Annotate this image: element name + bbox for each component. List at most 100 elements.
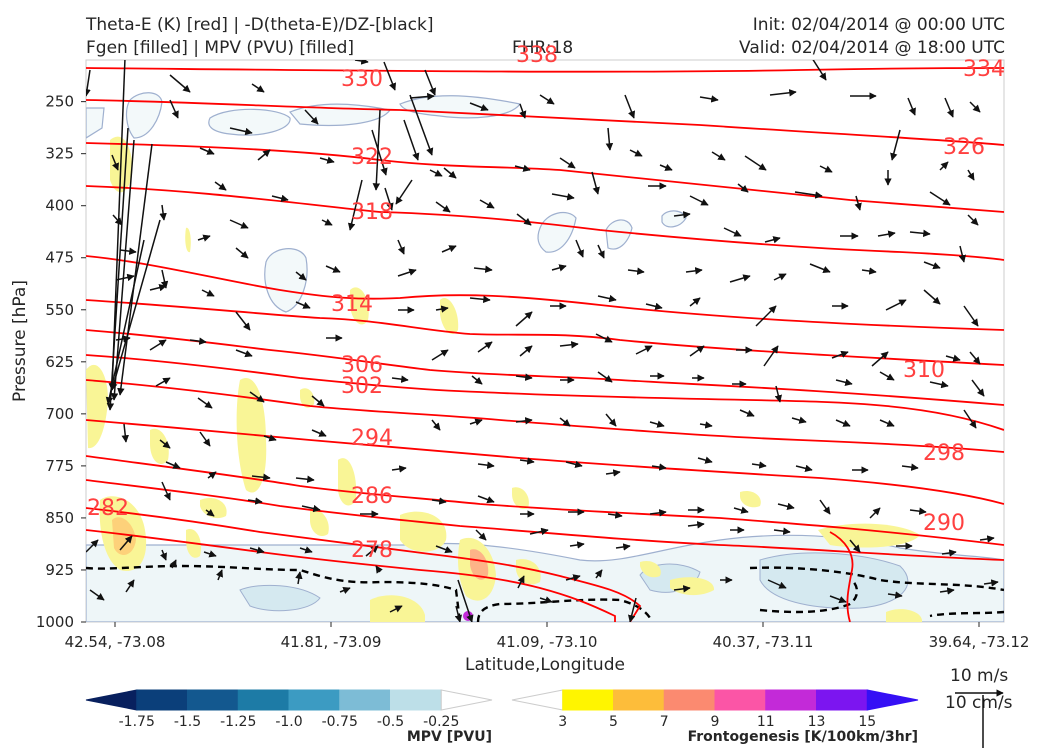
theta-e-contour <box>86 299 1004 366</box>
wind-vector <box>967 214 979 226</box>
y-tick-label: 1000 <box>36 613 74 631</box>
theta-e-contour <box>86 479 1004 561</box>
wind-vector <box>197 397 213 409</box>
mpv-colorbar: -1.75 -1.5 -1.25 -1.0 -0.75 -0.5 -0.25 <box>85 689 493 730</box>
wind-vector <box>469 418 483 426</box>
mpv-colorbar-tick: -1.5 <box>174 714 201 730</box>
wind-vector <box>339 587 351 594</box>
fgen-colorbar-swatch <box>816 689 868 711</box>
wind-vector <box>249 391 265 403</box>
wind-vector <box>733 506 749 514</box>
frontogenesis-region <box>338 458 357 506</box>
wind-vector <box>112 214 123 226</box>
fgen-colorbar-swatch <box>866 689 919 711</box>
wind-vector <box>409 94 434 156</box>
wind-vector <box>295 301 311 309</box>
wind-vector <box>607 511 623 519</box>
wind-vector <box>519 345 533 357</box>
wind-vector <box>774 385 783 403</box>
frontogenesis-region <box>886 609 922 622</box>
theta-e-label: 286 <box>351 484 393 509</box>
wind-vector <box>649 509 667 517</box>
wind-vector <box>477 341 493 353</box>
wind-vector <box>929 380 949 389</box>
wind-vector <box>519 457 535 465</box>
wind-vector <box>629 149 643 157</box>
wind-vector <box>627 267 645 275</box>
theta-e-label: 306 <box>341 353 383 378</box>
wind-vector <box>475 529 487 541</box>
wind-vector <box>699 421 713 429</box>
chart-title-line2: Fgen [filled] | MPV (PVU) [filled] <box>86 38 355 58</box>
wind-vector <box>108 60 126 391</box>
wind-vector <box>207 471 217 480</box>
fgen-colorbar-tick: 9 <box>711 714 720 730</box>
wind-vector <box>397 239 405 255</box>
wind-vector <box>649 420 665 428</box>
wind-ref-vertical-label: 10 cm/s <box>945 693 1013 713</box>
wind-vector <box>354 60 369 65</box>
theta-e-label: 294 <box>351 426 393 451</box>
stability-contour-layer <box>86 564 1004 622</box>
wind-vector <box>105 239 145 405</box>
wind-vector <box>591 171 600 195</box>
y-tick-label: 400 <box>45 197 74 215</box>
theta-e-label: 290 <box>923 511 965 536</box>
stability-contour <box>929 610 1004 618</box>
fgen-colorbar-swatch <box>562 689 614 711</box>
wind-vector <box>615 543 631 551</box>
mpv-colorbar-tick: -1.25 <box>220 714 256 730</box>
theta-e-contour <box>86 419 1004 505</box>
wind-vector <box>755 305 777 327</box>
wind-vector <box>575 239 584 258</box>
wind-vector <box>923 261 941 270</box>
theta-e-contour <box>86 185 1004 261</box>
wind-vector <box>689 297 701 307</box>
wind-vector <box>203 550 217 558</box>
wind-vector <box>697 456 713 464</box>
y-tick-label: 700 <box>45 405 74 423</box>
wind-vector <box>229 219 249 229</box>
wind-vector <box>435 545 453 554</box>
wind-vector <box>539 596 553 604</box>
mpv-region <box>759 552 909 609</box>
wind-vector <box>371 129 388 176</box>
fgen-colorbar-swatch <box>663 689 716 711</box>
theta-e-label: 310 <box>903 358 945 383</box>
wind-vector <box>86 69 91 97</box>
wind-vector <box>160 549 167 561</box>
x-axis-label: Latitude,Longitude <box>465 655 625 675</box>
wind-vector <box>515 417 533 425</box>
wind-vector <box>271 194 289 203</box>
fgen-colorbar: 3 5 7 9 11 13 15 <box>511 689 919 730</box>
wind-vector <box>539 94 555 105</box>
frontogenesis-region <box>350 287 369 325</box>
wind-vector <box>299 546 313 554</box>
wind-vector <box>819 499 831 515</box>
wind-vector <box>295 271 307 281</box>
stability-contour <box>476 598 652 622</box>
theta-e-label: 322 <box>351 145 393 170</box>
wind-vector <box>515 373 533 381</box>
wind-vector <box>764 236 781 244</box>
wind-vector <box>597 294 617 303</box>
wind-vector <box>311 429 327 437</box>
wind-vector <box>907 97 916 116</box>
wind-vector <box>909 229 931 238</box>
wind-vector <box>216 569 223 581</box>
wind-vector <box>689 345 705 357</box>
wind-vector <box>597 244 605 259</box>
mpv-colorbar-swatch <box>136 689 188 711</box>
wind-vector <box>384 187 394 211</box>
wind-vector <box>861 267 877 275</box>
theta-e-contour <box>86 507 642 622</box>
wind-vector <box>689 195 709 206</box>
wind-vector <box>605 413 617 427</box>
wind-vector <box>165 461 181 469</box>
wind-vector <box>263 434 277 442</box>
wind-vector <box>295 571 303 585</box>
wind-vector <box>214 181 227 191</box>
wind-vector <box>869 507 881 519</box>
wind-vector <box>229 127 253 136</box>
wind-vector <box>516 213 532 226</box>
